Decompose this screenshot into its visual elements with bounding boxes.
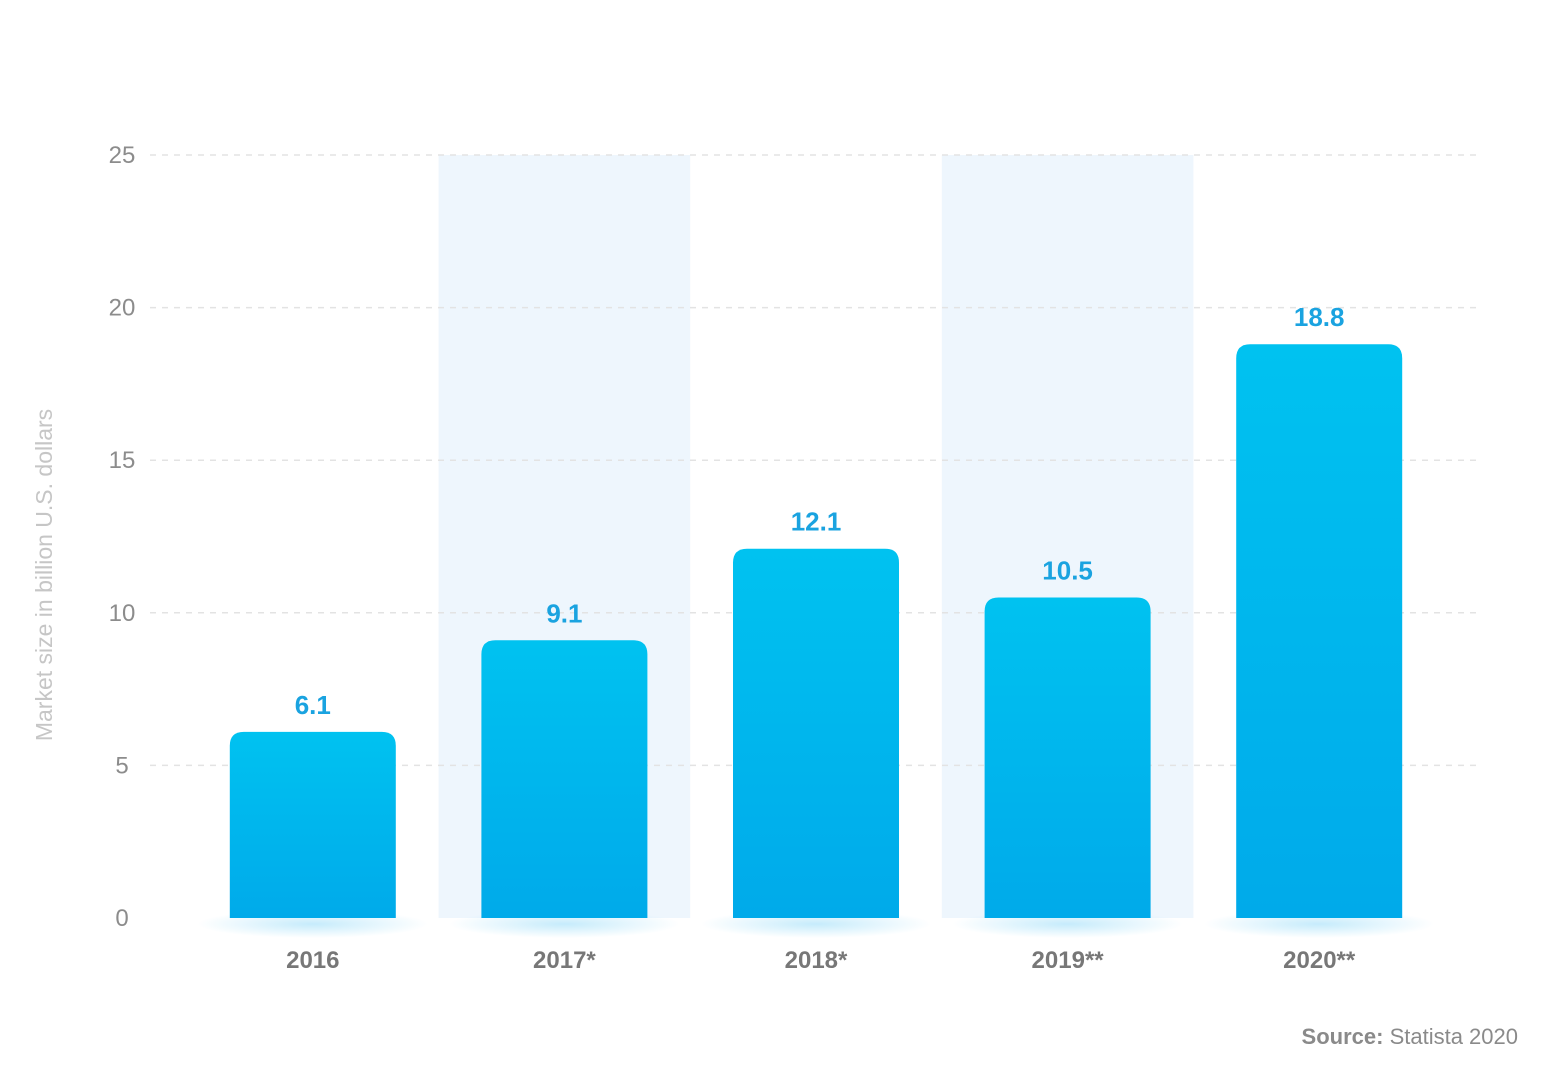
value-label: 6.1 <box>295 690 331 720</box>
bar-2019 <box>984 597 1151 918</box>
x-tick-label: 2017* <box>533 947 596 974</box>
value-label: 10.5 <box>1042 556 1093 586</box>
y-tick-label: 10 <box>109 600 136 627</box>
y-tick-label: 15 <box>109 447 136 474</box>
value-label: 18.8 <box>1294 302 1345 332</box>
bars <box>229 344 1403 918</box>
value-label: 12.1 <box>791 507 842 537</box>
x-tick-label: 2019** <box>1032 947 1105 974</box>
x-axis-ticks: 2016 2017* 2018* 2019** 2020** <box>286 947 1356 974</box>
bar-2020 <box>1236 344 1403 918</box>
alternating-bands <box>438 155 1194 918</box>
bar-2016 <box>229 731 396 918</box>
y-axis-ticks: 0 5 10 15 20 25 <box>109 142 136 932</box>
bar-2018 <box>733 548 899 918</box>
bar-2017 <box>481 640 648 918</box>
source-label: Source: <box>1301 1024 1384 1049</box>
y-tick-label: 25 <box>109 142 136 169</box>
x-tick-label: 2018* <box>785 947 848 974</box>
y-tick-label: 20 <box>109 295 136 322</box>
source-note: Source: Statista 2020 <box>1302 1024 1518 1050</box>
y-axis-title: Market size in billion U.S. dollars <box>31 409 57 741</box>
y-tick-label: 0 <box>115 905 128 932</box>
x-tick-label: 2020** <box>1283 947 1356 974</box>
value-labels: 6.1 9.1 12.1 10.5 18.8 <box>295 302 1345 720</box>
value-label: 9.1 <box>546 598 582 628</box>
source-text: Statista 2020 <box>1389 1024 1518 1049</box>
x-tick-label: 2016 <box>286 947 339 974</box>
y-tick-label: 5 <box>115 752 128 779</box>
